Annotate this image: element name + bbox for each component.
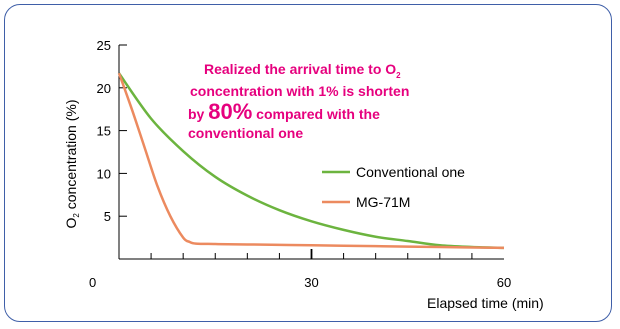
legend-label-conventional-one: Conventional one — [356, 164, 465, 180]
y-tick-label: 5 — [104, 209, 111, 224]
y-tick-label: 25 — [97, 38, 111, 53]
annotation-line-1: Realized the arrival time to O2 — [204, 61, 401, 80]
series-line-mg-71m — [117, 72, 505, 250]
series-line-conventional-one — [117, 72, 505, 250]
chart-frame — [4, 4, 612, 322]
annotation-line-4: conventional one — [188, 125, 303, 141]
annotation-line-3: by 80% compared with the — [188, 99, 380, 124]
x-tick-label: 30 — [304, 275, 318, 290]
annotation-line-2: concentration with 1% is shorten — [190, 83, 409, 99]
y-tick-label: 10 — [97, 166, 111, 181]
legend-label-mg-71m: MG-71M — [356, 194, 410, 210]
y-tick-label: 15 — [97, 124, 111, 139]
axis-ticks: 0 5 10 15 20 25 30 60 — [89, 38, 511, 290]
x-tick-label-0: 0 — [89, 275, 96, 290]
annotation: Realized the arrival time to O2 concentr… — [188, 61, 409, 141]
y-axis-label: O2 concentration (%) — [63, 100, 81, 229]
x-tick-label: 60 — [497, 275, 511, 290]
y-tick-label: 20 — [97, 81, 111, 96]
x-axis-label: Elapsed time (min) — [427, 295, 544, 311]
